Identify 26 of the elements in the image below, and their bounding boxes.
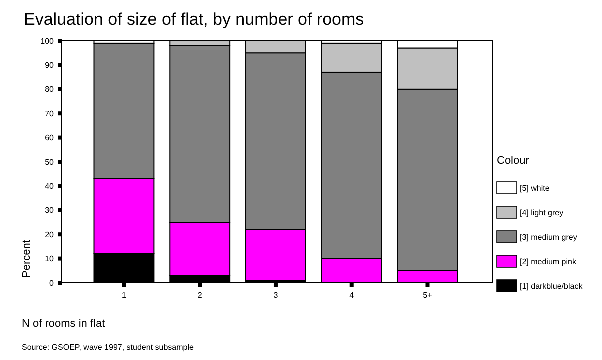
x-tick-label: 1 [122,291,127,300]
y-tick-label: 60 [45,134,55,143]
chart-title: Evaluation of size of flat, by number of rooms [24,10,364,29]
y-tick-label: 0 [50,278,55,288]
y-tick-label: 10 [45,254,55,264]
x-tick-label: 4 [350,291,355,300]
legend-label: [3] medium grey [520,232,578,242]
legend-label: [4] light grey [520,208,564,218]
y-tick-label: 20 [45,230,55,240]
legend-title: Colour [497,155,530,167]
y-axis-title: Percent [21,240,33,278]
legend-label: [5] white [520,184,550,193]
legend-label: [2] medium pink [520,257,578,266]
x-tick-label: 2 [198,291,203,300]
legend-label: [1] darkblue/black [520,282,584,291]
y-tick-label: 70 [45,109,55,118]
source-note: Source: GSOEP, wave 1997, student subsample [22,343,195,352]
y-tick-label: 80 [45,85,55,94]
y-tick-label: 90 [45,61,55,70]
x-tick-label: 5+ [423,291,433,300]
y-tick-label: 30 [45,206,55,216]
y-tick-label: 50 [45,158,55,167]
x-tick-label: 3 [274,291,279,300]
x-axis-title: N of rooms in flat [22,318,106,330]
y-tick-label: 100 [40,36,55,46]
y-tick-label: 40 [45,182,55,191]
